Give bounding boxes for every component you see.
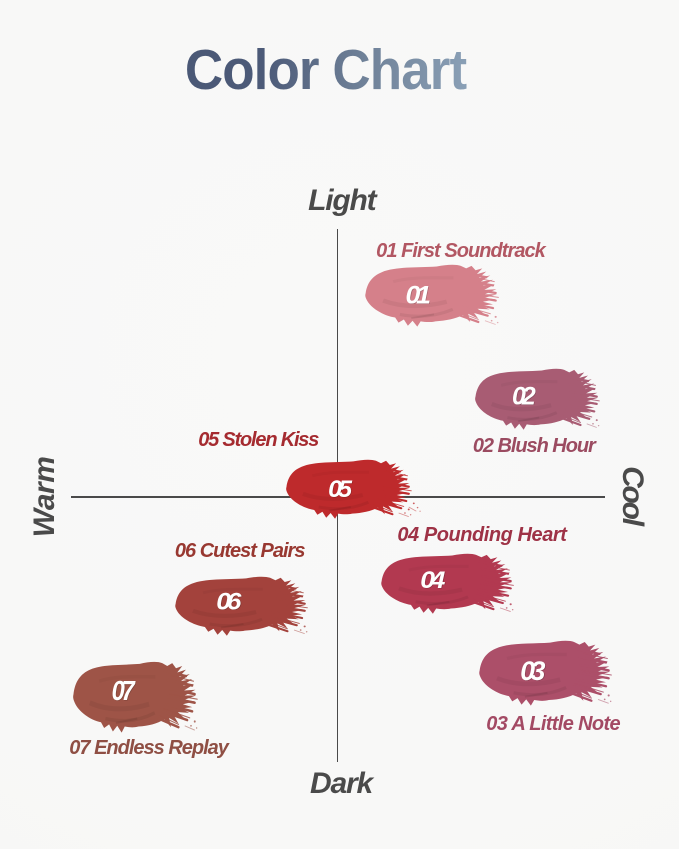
svg-text:01: 01 (406, 280, 431, 309)
svg-text:05: 05 (328, 476, 352, 502)
svg-text:01: 01 (406, 281, 431, 310)
svg-text:05: 05 (329, 477, 353, 503)
svg-text:02: 02 (512, 383, 536, 411)
svg-text:07: 07 (112, 677, 137, 707)
svg-text:03: 03 (520, 656, 546, 686)
svg-text:03: 03 (521, 657, 547, 687)
svg-text:04: 04 (420, 567, 445, 594)
svg-text:06: 06 (216, 589, 242, 616)
svg-text:06: 06 (217, 589, 243, 616)
svg-text:02: 02 (513, 383, 537, 411)
svg-text:04: 04 (421, 567, 446, 594)
svg-text:07: 07 (112, 676, 137, 706)
